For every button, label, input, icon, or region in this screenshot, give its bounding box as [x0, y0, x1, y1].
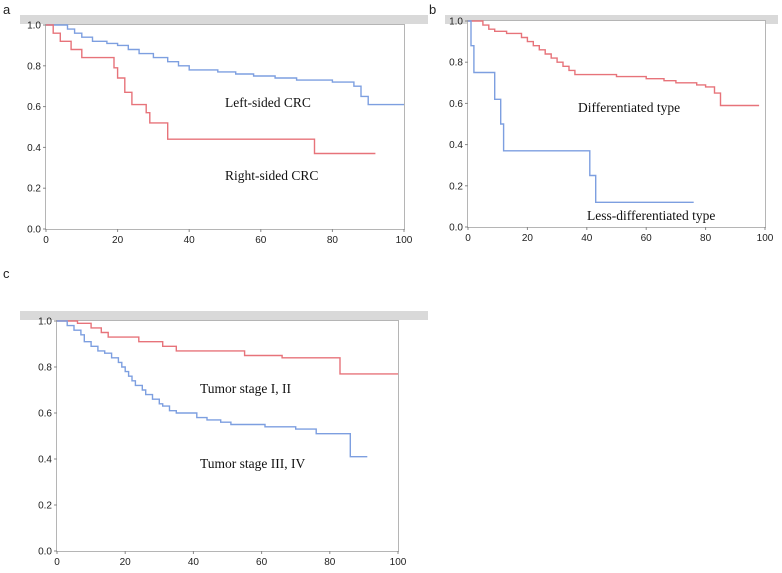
chart-c-ytick-label: 0.2	[38, 501, 52, 512]
chart-a-axes: 0 20 40 60 80 100 0.0 0.2 0.4 0.6 0.8 1.0	[27, 21, 413, 247]
series-left-sided-crc-curve	[46, 24, 404, 106]
chart-a-plot-frame	[45, 24, 405, 230]
chart-c-xtick-label: 100	[390, 557, 407, 568]
chart-b-ytick-label: 0.6	[449, 99, 463, 110]
annotation-left-sided-crc: Left-sided CRC	[225, 95, 311, 110]
chart-a-xtick-label: 20	[112, 235, 124, 246]
chart-b-ytick-label: 0.0	[449, 223, 463, 234]
series-tumor-stage-i-ii-curve	[57, 320, 398, 375]
annotation-tumor-stage-iii-iv: Tumor stage III, IV	[200, 456, 305, 471]
panel-label-a: a	[3, 2, 11, 17]
chart-a-ytick-label: 1.0	[27, 21, 41, 32]
chart-b-xtick-label: 60	[641, 233, 653, 244]
chart-a: 0 20 40 60 80 100 0.0 0.2 0.4 0.6 0.8 1.0 Left-side…	[20, 15, 428, 246]
chart-a-ytick-label: 0.2	[27, 184, 41, 195]
panel-label-b: b	[429, 2, 436, 17]
chart-c-topbar	[20, 311, 428, 320]
chart-c-ytick-label: 1.0	[38, 317, 52, 328]
chart-c-xtick-label: 60	[256, 557, 268, 568]
chart-a-ytick-label: 0.0	[27, 225, 41, 236]
chart-b-series	[468, 20, 760, 203]
chart-b-xtick-label: 100	[757, 233, 774, 244]
annotation-tumor-stage-i-ii: Tumor stage I, II	[200, 381, 291, 396]
series-tumor-stage-iii-iv-curve	[57, 320, 368, 458]
chart-b-ytick-label: 0.4	[449, 140, 463, 151]
chart-a-ytick-label: 0.6	[27, 102, 41, 113]
series-less-differentiated-type-curve	[468, 20, 694, 203]
chart-b-ytick-label: 0.8	[449, 58, 463, 69]
chart-c-xtick-label: 20	[120, 557, 132, 568]
chart-b: 0 20 40 60 80 100 0.0 0.2 0.4 0.6 0.8 1.0 Different…	[445, 15, 778, 244]
chart-b-axes: 0 20 40 60 80 100 0.0 0.2 0.4 0.6 0.8 1.0	[449, 17, 774, 245]
chart-a-xtick-label: 0	[43, 235, 49, 246]
annotation-less-differentiated-type: Less-differentiated type	[587, 208, 715, 223]
chart-b-topbar	[445, 15, 778, 24]
chart-b-ytick-label: 1.0	[449, 17, 463, 28]
chart-a-xtick-label: 100	[396, 235, 413, 246]
chart-b-plot-frame	[467, 20, 766, 228]
chart-c-series	[57, 320, 398, 458]
chart-a-xtick-label: 40	[184, 235, 196, 246]
annotation-right-sided-crc: Right-sided CRC	[225, 168, 318, 183]
annotation-differentiated-type: Differentiated type	[578, 100, 680, 115]
chart-b-xtick-label: 80	[700, 233, 712, 244]
chart-c-axes: 0 20 40 60 80 100 0.0 0.2 0.4 0.6 0.8 1.0	[38, 317, 407, 569]
chart-a-ytick-label: 0.8	[27, 61, 41, 72]
chart-c-xtick-label: 80	[324, 557, 336, 568]
chart-c-xtick-label: 40	[188, 557, 200, 568]
chart-b-ytick-label: 0.2	[449, 181, 463, 192]
chart-c-ytick-label: 0.0	[38, 547, 52, 558]
chart-c-ytick-label: 0.6	[38, 409, 52, 420]
chart-b-xtick-label: 40	[581, 233, 593, 244]
series-differentiated-type-curve	[468, 20, 760, 107]
chart-b-xtick-label: 20	[522, 233, 534, 244]
chart-c-xtick-label: 0	[54, 557, 60, 568]
chart-c: 0 20 40 60 80 100 0.0 0.2 0.4 0.6 0.8 1.0 Tumor sta…	[20, 311, 428, 568]
chart-a-ytick-label: 0.4	[27, 143, 41, 154]
panel-label-c: c	[3, 266, 10, 281]
chart-a-xtick-label: 80	[327, 235, 339, 246]
chart-a-series	[46, 24, 404, 155]
chart-b-xtick-label: 0	[465, 233, 471, 244]
chart-a-xtick-label: 60	[255, 235, 267, 246]
chart-c-ytick-label: 0.8	[38, 363, 52, 374]
series-right-sided-crc-curve	[46, 24, 376, 155]
chart-c-plot-frame	[56, 320, 399, 552]
chart-a-topbar	[20, 15, 428, 24]
chart-c-ytick-label: 0.4	[38, 455, 52, 466]
